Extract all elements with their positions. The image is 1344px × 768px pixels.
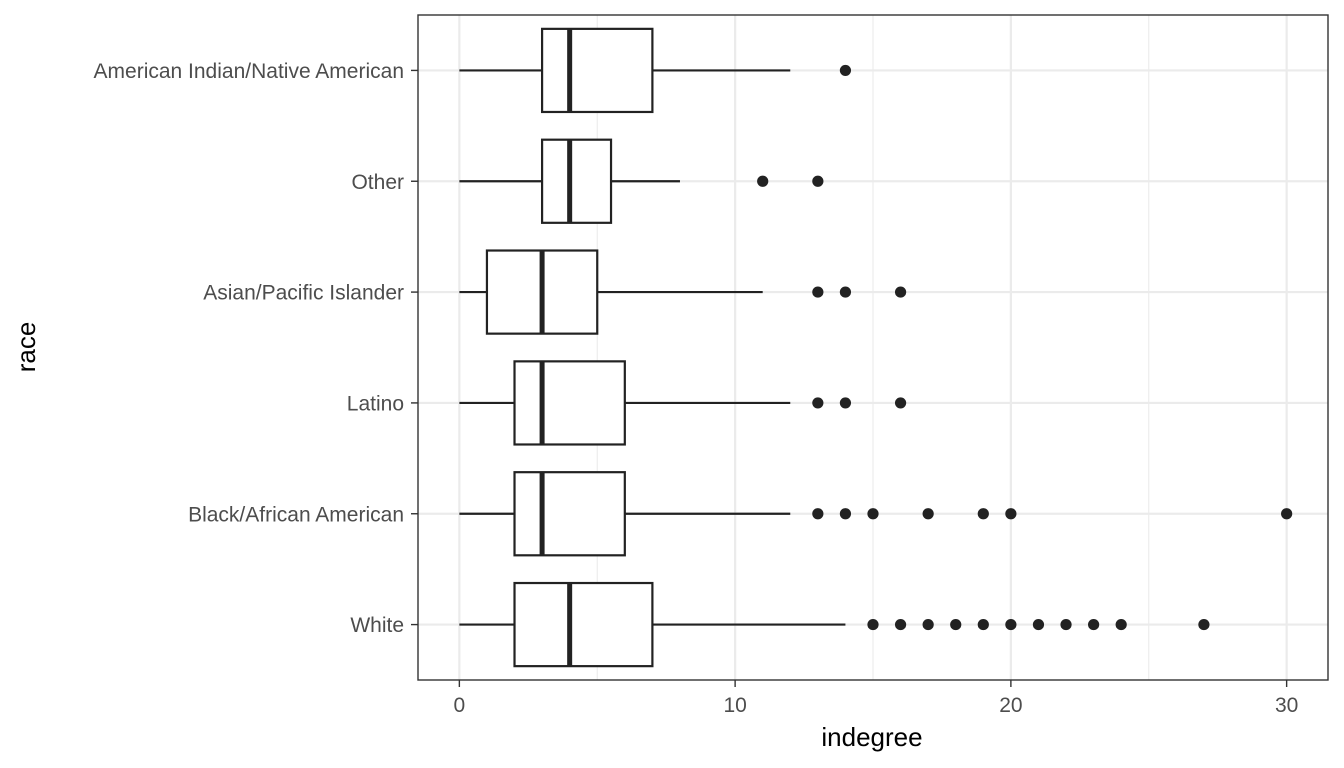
outlier-point (922, 618, 934, 631)
outlier-point (867, 618, 879, 631)
y-tick-label: White (350, 614, 404, 637)
axes: 0 10 20 30 American Indian/Native American Ot… (94, 60, 1299, 717)
box-group (459, 138, 824, 224)
outlier-point (839, 508, 852, 520)
outlier-point (1198, 618, 1210, 631)
box-group (459, 360, 907, 446)
box-iqr (540, 138, 613, 224)
outlier-point (1005, 508, 1017, 520)
outlier-point (977, 618, 989, 631)
outlier-point (1005, 618, 1017, 631)
box-group (459, 249, 907, 335)
x-axis-title: indegree (821, 722, 922, 752)
outlier-point (894, 286, 907, 298)
outlier-point (894, 397, 907, 409)
box-iqr (513, 360, 626, 446)
box-iqr (513, 581, 654, 668)
outlier-point (922, 508, 934, 520)
y-tick-label: Asian/Pacific Islander (203, 282, 404, 305)
outlier-point (812, 175, 824, 187)
outlier-point (812, 397, 824, 409)
outlier-point (757, 175, 769, 187)
box-iqr (540, 27, 654, 114)
x-tick-label: 10 (723, 694, 746, 717)
y-tick-label: Black/African American (188, 503, 404, 526)
box-group (459, 581, 1210, 668)
outlier-point (839, 286, 852, 298)
x-tick-label: 20 (999, 694, 1022, 717)
outlier-point (1281, 508, 1293, 520)
box-group (459, 471, 1293, 557)
outlier-point (812, 508, 824, 520)
x-tick-label: 30 (1275, 694, 1298, 717)
box-iqr (513, 471, 626, 557)
outlier-point (1115, 618, 1127, 631)
x-tick-label: 0 (454, 694, 466, 717)
y-tick-label: Latino (347, 392, 404, 415)
y-axis-title: race (11, 322, 41, 373)
outlier-point (867, 508, 879, 520)
y-tick-label: American Indian/Native American (94, 60, 404, 83)
outlier-point (839, 64, 852, 77)
y-tick-label: Other (351, 171, 404, 194)
outlier-point (839, 397, 852, 409)
outlier-point (1088, 618, 1100, 631)
outlier-point (1032, 618, 1045, 631)
outlier-point (894, 618, 907, 631)
box-group (459, 27, 852, 114)
outlier-point (1060, 618, 1072, 631)
box-series (459, 27, 1293, 668)
outlier-point (812, 286, 824, 298)
outlier-point (977, 508, 989, 520)
panel-border (417, 14, 1329, 681)
outlier-point (950, 618, 962, 631)
